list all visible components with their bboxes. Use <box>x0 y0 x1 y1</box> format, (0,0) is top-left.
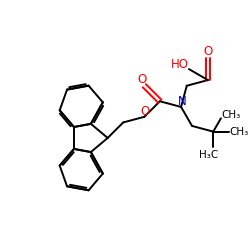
Text: O: O <box>203 45 212 58</box>
Text: O: O <box>141 105 150 118</box>
Text: HO: HO <box>171 58 189 70</box>
Text: CH₃: CH₃ <box>221 110 240 120</box>
Text: N: N <box>178 96 186 108</box>
Text: H₃C: H₃C <box>199 150 218 160</box>
Text: O: O <box>138 73 147 86</box>
Text: CH₃: CH₃ <box>229 126 248 136</box>
